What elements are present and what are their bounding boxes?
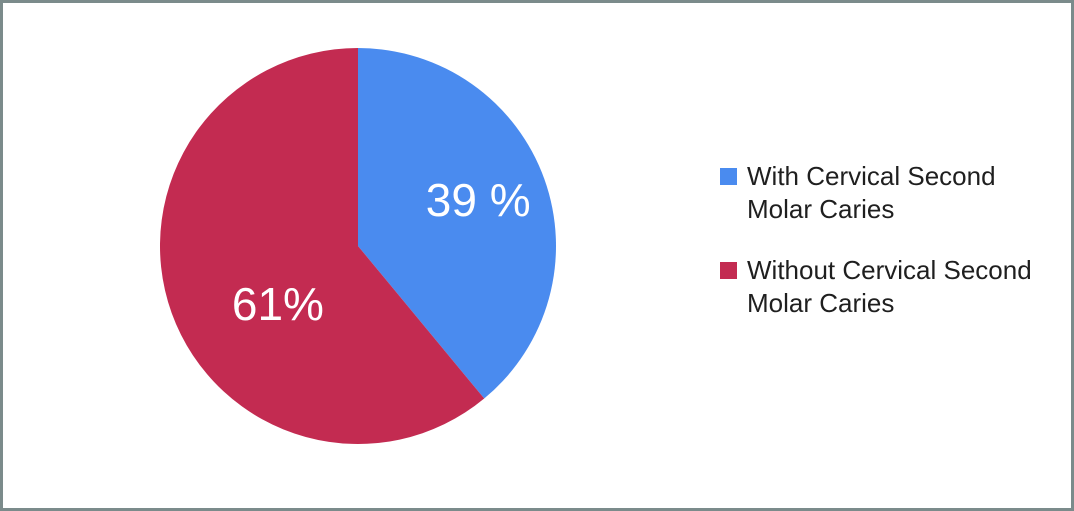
- legend-swatch-icon: [720, 262, 737, 279]
- pie-slice-label: 61%: [232, 278, 324, 330]
- pie-slice-label: 39 %: [426, 174, 531, 226]
- chart-legend: With Cervical Second Molar Caries Without…: [720, 160, 1038, 348]
- legend-item-label: Without Cervical Second Molar Caries: [747, 255, 1032, 318]
- pie-slice-0: [358, 48, 556, 399]
- legend-item-label: With Cervical Second Molar Caries: [747, 161, 996, 224]
- legend-item-1: Without Cervical Second Molar Caries: [720, 254, 1038, 320]
- pie-chart: 39 % 61%: [159, 48, 556, 444]
- pie-slice-1: [159, 48, 485, 444]
- legend-swatch-icon: [720, 168, 737, 185]
- legend-item-0: With Cervical Second Molar Caries: [720, 160, 1038, 226]
